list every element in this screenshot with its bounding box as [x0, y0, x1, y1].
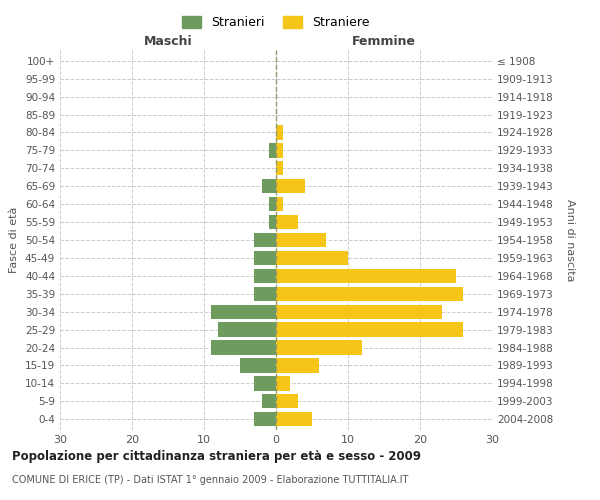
- Bar: [254, 412, 276, 426]
- Bar: [269, 215, 276, 229]
- Bar: [254, 268, 276, 283]
- Text: Maschi: Maschi: [143, 35, 193, 48]
- Bar: [254, 286, 276, 301]
- Bar: [276, 126, 283, 140]
- Bar: [269, 143, 276, 158]
- Bar: [276, 215, 298, 229]
- Bar: [276, 304, 442, 319]
- Bar: [276, 161, 283, 176]
- Text: Popolazione per cittadinanza straniera per età e sesso - 2009: Popolazione per cittadinanza straniera p…: [12, 450, 421, 463]
- Bar: [276, 394, 298, 408]
- Bar: [276, 412, 312, 426]
- Legend: Stranieri, Straniere: Stranieri, Straniere: [178, 11, 374, 34]
- Bar: [262, 394, 276, 408]
- Bar: [276, 322, 463, 337]
- Bar: [262, 179, 276, 194]
- Bar: [276, 179, 305, 194]
- Bar: [211, 304, 276, 319]
- Bar: [254, 251, 276, 265]
- Bar: [276, 376, 290, 390]
- Bar: [276, 268, 456, 283]
- Bar: [276, 197, 283, 212]
- Bar: [276, 143, 283, 158]
- Bar: [254, 376, 276, 390]
- Bar: [276, 251, 348, 265]
- Y-axis label: Anni di nascita: Anni di nascita: [565, 198, 575, 281]
- Bar: [276, 340, 362, 354]
- Bar: [218, 322, 276, 337]
- Bar: [254, 233, 276, 247]
- Text: Femmine: Femmine: [352, 35, 416, 48]
- Bar: [240, 358, 276, 372]
- Bar: [269, 197, 276, 212]
- Bar: [211, 340, 276, 354]
- Text: COMUNE DI ERICE (TP) - Dati ISTAT 1° gennaio 2009 - Elaborazione TUTTITALIA.IT: COMUNE DI ERICE (TP) - Dati ISTAT 1° gen…: [12, 475, 409, 485]
- Bar: [276, 358, 319, 372]
- Y-axis label: Fasce di età: Fasce di età: [10, 207, 19, 273]
- Bar: [276, 286, 463, 301]
- Bar: [276, 233, 326, 247]
